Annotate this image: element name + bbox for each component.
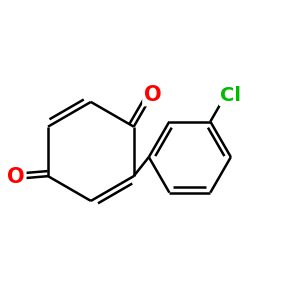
Text: Cl: Cl — [220, 86, 242, 105]
Text: O: O — [7, 167, 25, 187]
Text: O: O — [144, 85, 161, 105]
